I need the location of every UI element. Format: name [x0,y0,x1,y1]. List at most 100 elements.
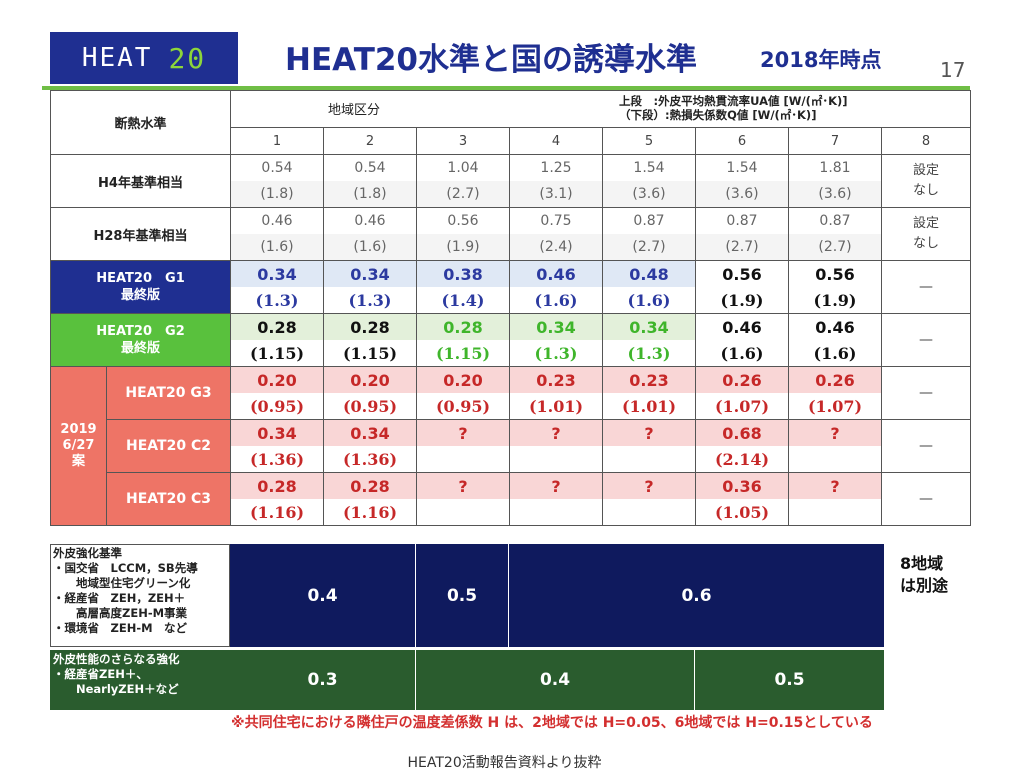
region-col-2: 2 [323,127,417,155]
table-row-g3-ua: 2019 6/27 案 HEAT20 G3 0.20 0.20 0.20 0.23 0.23 0.… [50,366,971,526]
title-underline [42,86,970,90]
ua-value: 0.34 [323,260,417,287]
further-value-1-2: 0.3 [230,650,416,710]
region8-cell-c3: — [881,472,971,526]
reinforced-value-4-7: 0.6 [509,544,885,647]
ua-value: 0.48 [602,260,696,287]
q-value: (2.7) [695,234,789,261]
value-legend: 上段 :外皮平均熱貫流率UA値 [W/(㎡･K)] （下段）:熱損失係数Q値 [… [619,94,848,122]
q-value: (1.8) [230,181,324,208]
legend-q: （下段）:熱損失係数Q値 [W/(㎡･K)] [619,108,817,122]
row-label-g3: HEAT20 G3 [106,366,231,420]
q-value: (1.07) [788,393,882,420]
ua-value: 1.54 [602,154,696,181]
region8-cell-h28: 設定 なし [881,207,971,261]
q-value: (1.16) [323,499,417,526]
table-row-h28-q: (1.6) (1.6) (1.9) (2.4) (2.7) (2.7) (2.7) [51,234,971,261]
ua-value: ? [788,419,882,446]
q-value: (1.3) [509,340,603,367]
q-value: (1.01) [602,393,696,420]
region-col-1: 1 [230,127,324,155]
q-value: (1.15) [323,340,417,367]
q-value: (1.4) [416,287,510,314]
reinforced-standard-band: 外皮強化基準 ・国交省 LCCM，SB先導 地域型住宅グリーン化 ・経産省 ZEH，… [50,544,885,647]
q-value: (1.9) [695,287,789,314]
table-row-c3-ua: HEAT20 C3 0.28 0.28??? 0.36? — [51,472,971,526]
ua-value: 0.46 [230,207,324,234]
q-value: (1.9) [788,287,882,314]
q-value: (1.3) [230,287,324,314]
q-value: (1.05) [695,499,789,526]
region-col-8: 8 [881,127,971,155]
ua-value: 0.68 [695,419,789,446]
q-value: (1.36) [323,446,417,473]
ua-value: 0.26 [788,366,882,393]
corner-label: 断熱水準 [50,90,231,155]
row-label-c2: HEAT20 C2 [106,419,231,473]
region8-note: 8地域 は別途 [900,554,949,595]
region-col-5: 5 [602,127,696,155]
reinforced-value-3: 0.5 [416,544,509,647]
table-row-h4-q: (1.8) (1.8) (2.7) (3.1) (3.6) (3.6) (3.6) [51,181,971,208]
q-value: (1.6) [509,287,603,314]
further-standard-band: 外皮性能のさらなる強化 ・経産省ZEH＋、 NearlyZEH＋など 0.3 0.… [50,650,885,710]
insulation-standards-table: 断熱水準 地域区分 上段 :外皮平均熱貫流率UA値 [W/(㎡･K)] （下段）… [50,90,971,526]
table-row-h28-ua: H28年基準相当 0.46 0.46 0.56 0.75 0.87 0.87 0.87 設定 なし [50,207,971,261]
region-col-6: 6 [695,127,789,155]
region8-cell-h4: 設定 なし [881,154,971,208]
q-value: (3.1) [509,181,603,208]
ua-value: 0.56 [416,207,510,234]
ua-value: 0.23 [509,366,603,393]
ua-value: 0.46 [695,313,789,340]
reinforced-standard-text: 外皮強化基準 ・国交省 LCCM，SB先導 地域型住宅グリーン化 ・経産省 ZEH，… [53,546,198,635]
ua-value: 0.54 [230,154,324,181]
slide-title: HEAT20水準と国の誘導水準 [285,42,697,78]
q-value: (1.8) [323,181,417,208]
ua-value: 0.87 [602,207,696,234]
ua-value: ? [509,472,603,499]
ua-value: 0.38 [416,260,510,287]
ua-value: ? [788,472,882,499]
ua-value: 0.56 [788,260,882,287]
ua-value: 0.20 [323,366,417,393]
table-row-h4-ua: H4年基準相当 0.54 0.54 1.04 1.25 1.54 1.54 1.81 設定 なし [50,154,971,208]
q-value: (1.36) [230,446,324,473]
q-value: (3.6) [602,181,696,208]
table-row-g2-ua: HEAT20 G2 最終版 0.28 0.28 0.28 0.34 0.34 0.46 0.46… [50,313,971,367]
q-value: (1.6) [323,234,417,261]
ua-value: 0.46 [788,313,882,340]
ua-value: 0.20 [416,366,510,393]
region-header: 地域区分 上段 :外皮平均熱貫流率UA値 [W/(㎡･K)] （下段）:熱損失係… [230,90,971,128]
q-value: (1.6) [788,340,882,367]
proposal-date-label: 2019 6/27 案 [50,366,107,526]
ua-value: ? [416,472,510,499]
logo-heat-text: HEAT [81,43,153,73]
table-row-g1-ua: HEAT20 G1 最終版 0.34 0.34 0.38 0.46 0.48 0.56 0.56… [50,260,971,314]
source-credit: HEAT20活動報告資料より抜粋 [407,755,602,771]
row-label-g2: HEAT20 G2 最終版 [50,313,231,367]
ua-value: 0.54 [323,154,417,181]
ua-value: ? [602,472,696,499]
region-col-4: 4 [509,127,603,155]
q-value: (1.3) [323,287,417,314]
q-value: (1.07) [695,393,789,420]
table-row-c2-q: (1.36) (1.36) (2.14) [51,446,971,473]
ua-value: ? [416,419,510,446]
table-row-g1-q: (1.3) (1.3) (1.4) (1.6) (1.6) (1.9) (1.9) [51,287,971,314]
q-value: (2.7) [788,234,882,261]
q-value [788,499,882,526]
further-standard-text: 外皮性能のさらなる強化 ・経産省ZEH＋、 NearlyZEH＋など [53,652,180,696]
ua-value: 0.28 [230,313,324,340]
table-row-g2-q: (1.15) (1.15) (1.15) (1.3) (1.3) (1.6) (1.6) [51,340,971,367]
ua-value: 0.34 [230,419,324,446]
q-value: (1.15) [416,340,510,367]
region8-cell-c2: — [881,419,971,473]
q-value [788,446,882,473]
ua-value: 0.34 [602,313,696,340]
ua-value: 1.81 [788,154,882,181]
q-value: (1.15) [230,340,324,367]
footnote: ※共同住宅における隣住戸の温度差係数 H は、2地域では H=0.05、6地域で… [231,715,873,731]
ua-value: 0.34 [509,313,603,340]
region-col-7: 7 [788,127,882,155]
table-row-c2-ua: HEAT20 C2 0.34 0.34??? 0.68? — [51,419,971,473]
